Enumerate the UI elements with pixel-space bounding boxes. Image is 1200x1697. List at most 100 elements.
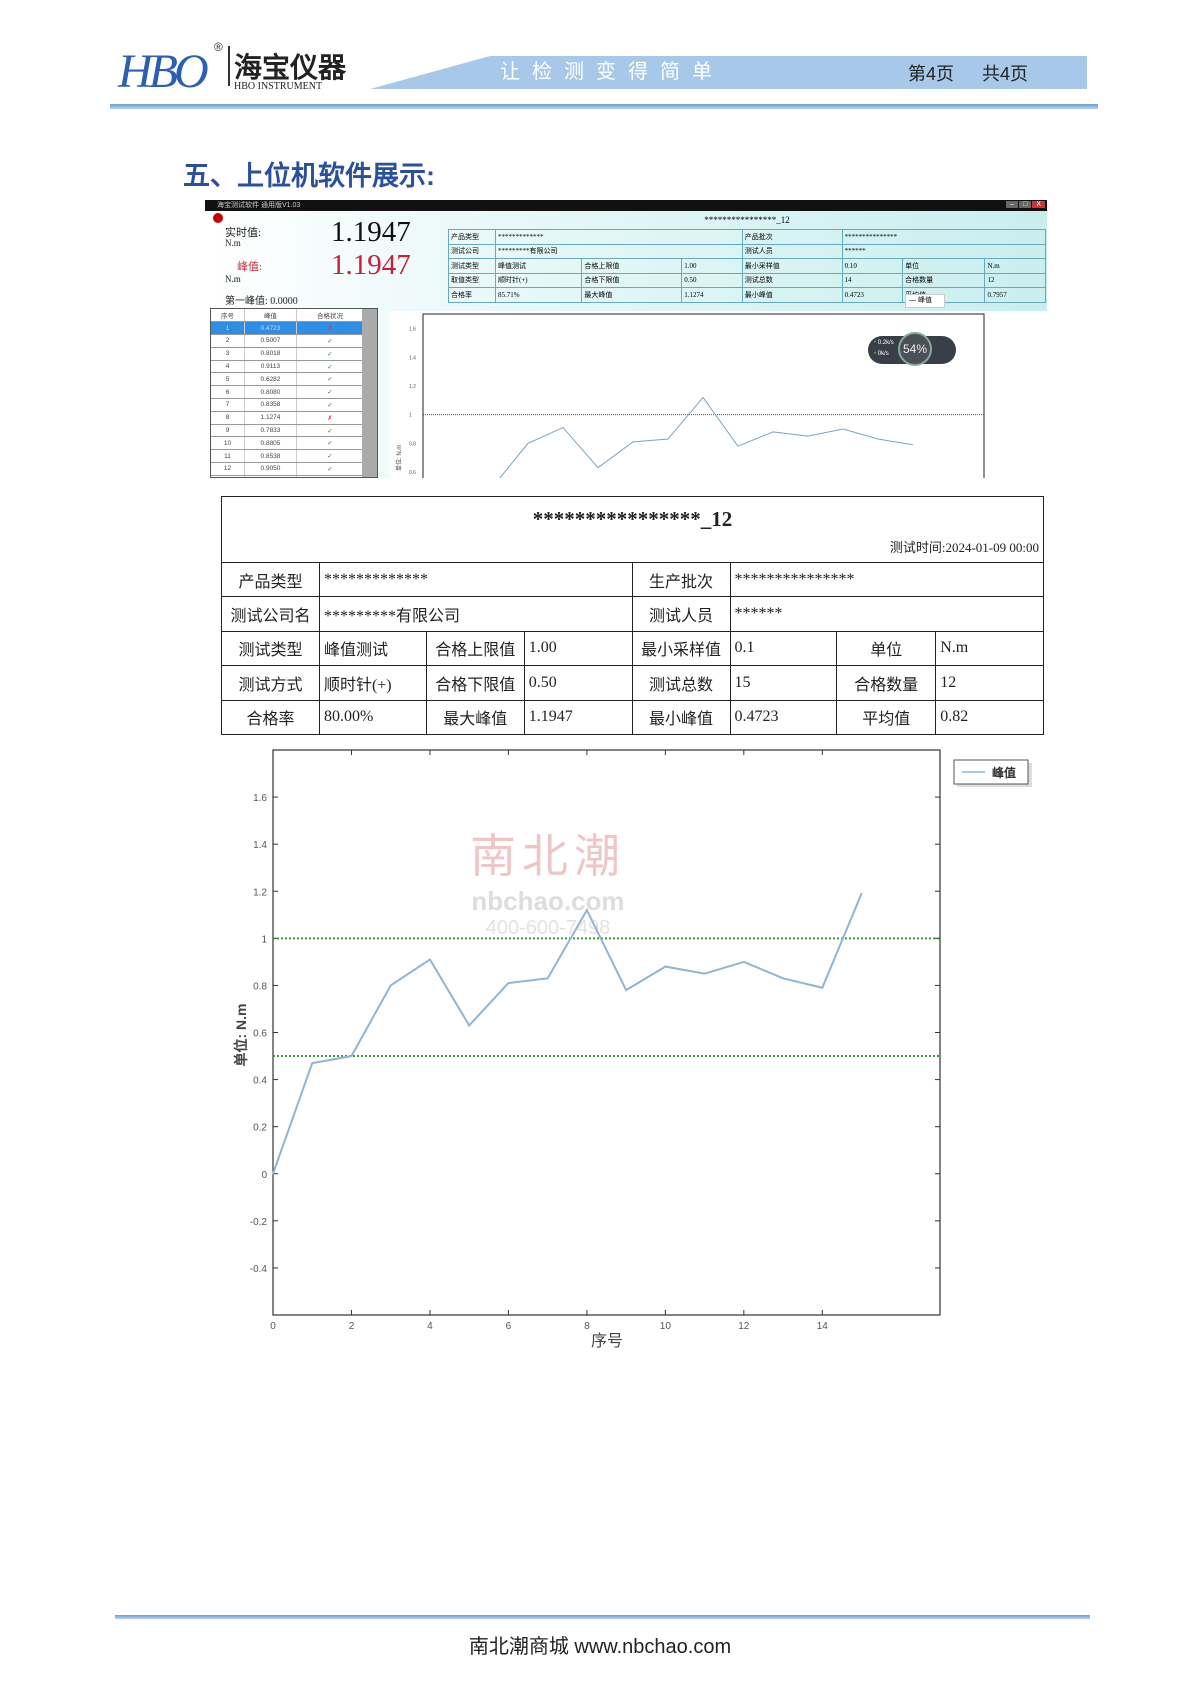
list-peak: 0.8358 — [244, 398, 297, 412]
list-item[interactable]: 4 0.9113 ✓ — [211, 360, 365, 374]
chart-legend: 峰值 — [953, 759, 1032, 787]
y-tick-label: 0 — [261, 1170, 267, 1181]
mini-y-tick-label: 1 — [409, 413, 412, 419]
list-index: 12 — [211, 462, 246, 476]
list-index: 1 — [211, 321, 246, 336]
list-index: 13 — [211, 475, 246, 477]
list-item[interactable]: 9 0.7833 ✓ — [211, 424, 365, 438]
cell-value: 0.4723 — [729, 699, 838, 735]
list-item[interactable]: 10 0.8805 ✓ — [211, 436, 365, 451]
logo-english-name: HBO INSTRUMENT — [234, 81, 323, 92]
memory-usage-ring[interactable]: 54% — [898, 332, 932, 366]
list-peak: 0.8805 — [244, 436, 297, 451]
peak-unit: N.m — [225, 274, 241, 284]
cell-label: 合格下限值 — [425, 665, 525, 701]
grid-label: 合格率 — [448, 287, 496, 303]
upload-speed: 0.2k/s — [877, 340, 894, 346]
cell-value: *************** — [729, 561, 1045, 598]
section-title: 五、上位机软件展示: — [183, 161, 435, 191]
cell-label: 合格率 — [221, 699, 320, 735]
y-tick-label: 1 — [261, 934, 267, 945]
mini-plot-frame — [422, 313, 985, 478]
y-axis-label: 单位: N.m — [233, 1004, 249, 1067]
list-peak: 0.7833 — [244, 424, 297, 438]
list-peak: 0.9050 — [244, 462, 297, 476]
list-item[interactable]: 1 0.4723 ✗ — [211, 321, 365, 336]
data-point — [664, 965, 667, 968]
status-indicator-icon — [213, 213, 223, 223]
maximize-icon[interactable]: □ — [1019, 201, 1032, 208]
footer-divider — [115, 1615, 1090, 1619]
list-scrollbar[interactable] — [362, 309, 377, 477]
grid-value: 顺时针(+) — [494, 272, 583, 288]
download-icon: • — [874, 351, 877, 357]
data-point — [272, 1172, 274, 1175]
list-index: 4 — [211, 360, 246, 374]
series-line — [272, 893, 863, 1175]
y-tick-label: -0.2 — [250, 1217, 268, 1228]
list-peak: 0.6282 — [244, 372, 297, 387]
grid-label: 产品类型 — [448, 229, 496, 245]
data-point — [821, 986, 824, 989]
data-point — [389, 984, 392, 987]
report-title: ****************_12 — [532, 507, 733, 531]
y-tick-label: 1.2 — [253, 887, 267, 898]
mini-y-tick-label: 1.2 — [409, 384, 416, 390]
list-item[interactable]: 12 0.9050 ✓ — [211, 462, 365, 476]
cell-label: 测试公司名 — [221, 596, 320, 632]
page-number: 第4页 — [908, 64, 955, 84]
peak-list-table: 序号 峰值 合格状况 1 0.4723 ✗ 2 0.5007 ✓ 3 0.8018 ✓ 4 0.9113… — [211, 309, 365, 477]
list-item[interactable]: 11 0.8538 ✓ — [211, 449, 365, 464]
cell-label: 测试类型 — [221, 630, 320, 667]
cell-value: *********有限公司 — [318, 596, 633, 632]
data-point — [703, 972, 706, 975]
page-total: 共4页 — [982, 64, 1029, 84]
mini-y-tick-label: 0.6 — [409, 470, 416, 476]
grid-value: 0.4723 — [841, 287, 904, 303]
list-item[interactable]: 5 0.6282 ✓ — [211, 372, 365, 387]
legend-label: 峰值 — [992, 765, 1016, 780]
x-tick-label: 6 — [506, 1321, 512, 1332]
software-screenshot: 海宝测试软件 通用版V1.03 – □ X 实时值: N.m 1.1947 峰值: … — [205, 200, 1047, 478]
list-item[interactable]: 7 0.8358 ✓ — [211, 398, 365, 412]
grid-label: 最大峰值 — [581, 287, 683, 303]
cell-value: 80.00% — [318, 699, 427, 735]
y-tick-label: 0.2 — [253, 1123, 267, 1134]
cell-label: 合格上限值 — [425, 630, 525, 667]
cell-label: 平均值 — [836, 699, 937, 735]
window-controls[interactable]: – □ X — [1005, 201, 1045, 208]
minimize-icon[interactable]: – — [1006, 201, 1019, 208]
cell-value: 1.1947 — [523, 699, 633, 735]
upload-icon: • — [874, 340, 877, 346]
cell-label: 最小采样值 — [631, 630, 731, 667]
cell-label: 单位 — [836, 630, 937, 667]
list-peak: 0.8018 — [244, 347, 297, 361]
close-icon[interactable]: X — [1032, 201, 1045, 208]
y-tick-label: -0.4 — [250, 1264, 268, 1275]
registered-mark: ® — [214, 40, 223, 54]
cell-value: 12 — [935, 665, 1044, 701]
realtime-value: 1.1947 — [331, 216, 411, 248]
grid-value: 0.7957 — [984, 287, 1046, 303]
x-tick-label: 10 — [660, 1321, 672, 1332]
list-peak: 0.8329 — [244, 475, 297, 477]
realtime-unit: N.m — [225, 238, 241, 248]
first-peak: 第一峰值: 0.0000 — [225, 296, 298, 307]
list-peak: 0.5007 — [244, 334, 297, 348]
x-axis-label: 序号 — [591, 1332, 623, 1350]
list-item[interactable]: 6 0.8080 ✓ — [211, 385, 365, 400]
list-index: 6 — [211, 385, 246, 400]
data-point — [782, 977, 784, 980]
list-peak: 0.4723 — [244, 321, 297, 336]
list-item[interactable]: 2 0.5007 ✓ — [211, 334, 365, 348]
list-peak: 0.8538 — [244, 449, 297, 464]
list-index: 5 — [211, 372, 246, 387]
peak-list[interactable]: 序号 峰值 合格状况 1 0.4723 ✗ 2 0.5007 ✓ 3 0.8018 ✓ 4 0.9113… — [210, 308, 378, 478]
logo-chinese-name: 海宝仪器 — [228, 46, 346, 86]
mini-series-line — [499, 396, 914, 478]
list-item[interactable]: 3 0.8018 ✓ — [211, 347, 365, 361]
data-point — [429, 958, 431, 961]
x-tick-label: 12 — [738, 1321, 750, 1332]
list-header: 峰值 — [244, 309, 297, 323]
software-chart-legend: — 峰值 — [905, 294, 945, 308]
